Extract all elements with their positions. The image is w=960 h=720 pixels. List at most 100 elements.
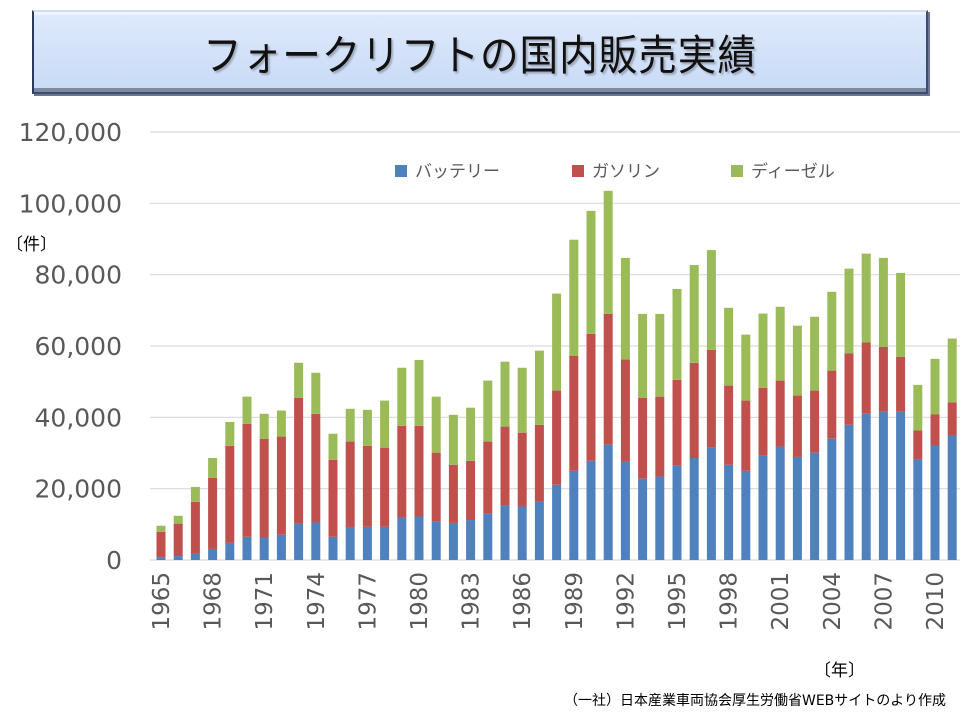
- bar-diesel-1980: [414, 359, 424, 426]
- bar-battery-2002: [792, 456, 802, 560]
- bar-gasoline-1992: [620, 359, 630, 462]
- y-tick-label: 0: [106, 546, 122, 575]
- bar-diesel-2006: [861, 253, 871, 343]
- bar-diesel-1994: [655, 313, 665, 397]
- bar-gasoline-1968: [208, 477, 218, 549]
- bar-battery-1993: [638, 478, 648, 560]
- bar-diesel-1972: [276, 410, 286, 437]
- bar-battery-2008: [896, 411, 906, 560]
- x-tick-label: 1995: [665, 572, 691, 631]
- bar-gasoline-2011: [947, 402, 957, 436]
- bar-diesel-1996: [689, 265, 699, 363]
- bar-battery-1999: [741, 470, 751, 560]
- bar-battery-2000: [758, 455, 768, 560]
- bar-gasoline-1980: [414, 425, 424, 517]
- bar-gasoline-1967: [190, 501, 200, 554]
- bar-diesel-2008: [896, 272, 906, 357]
- x-tick-label: 1992: [613, 572, 639, 631]
- bar-battery-2009: [913, 459, 923, 560]
- y-tick-label: 20,000: [35, 475, 122, 504]
- bar-gasoline-2009: [913, 430, 923, 460]
- y-tick-label: 80,000: [35, 261, 122, 290]
- bar-diesel-1982: [448, 414, 458, 465]
- bar-diesel-1983: [466, 407, 476, 461]
- bar-diesel-2007: [878, 257, 888, 347]
- x-tick-label: 2007: [871, 572, 897, 631]
- bar-battery-1973: [294, 523, 304, 560]
- bar-gasoline-1993: [638, 397, 648, 479]
- bar-battery-1984: [483, 513, 493, 560]
- bar-gasoline-2006: [861, 342, 871, 414]
- bar-diesel-1997: [706, 250, 716, 350]
- bar-battery-1971: [259, 537, 269, 560]
- bar-diesel-1985: [500, 361, 510, 427]
- legend-label-gasoline: ガソリン: [592, 162, 660, 182]
- bar-battery-1995: [672, 465, 682, 560]
- bar-battery-1992: [620, 461, 630, 560]
- bar-gasoline-1982: [448, 464, 458, 523]
- x-axis-unit-label: 〔年〕: [814, 661, 865, 681]
- y-axis-unit-label: 〔件〕: [6, 235, 57, 255]
- bar-gasoline-1995: [672, 379, 682, 466]
- bar-gasoline-2002: [792, 395, 802, 457]
- bar-diesel-1979: [397, 367, 407, 426]
- bar-battery-1977: [362, 526, 372, 560]
- bar-gasoline-2001: [775, 380, 785, 447]
- bar-diesel-1970: [242, 396, 252, 424]
- bar-diesel-2010: [930, 358, 940, 415]
- title-banner: フォークリフトの国内販売実績: [32, 10, 928, 94]
- bar-battery-1996: [689, 457, 699, 560]
- bar-diesel-1991: [603, 190, 613, 314]
- bar-gasoline-1965: [156, 531, 166, 558]
- legend-swatch-battery: [395, 165, 407, 177]
- bar-battery-2006: [861, 413, 871, 560]
- bar-diesel-1981: [431, 396, 441, 453]
- bar-gasoline-1981: [431, 452, 441, 522]
- bar-battery-1980: [414, 516, 424, 560]
- bar-diesel-1969: [225, 421, 235, 446]
- bar-gasoline-2000: [758, 387, 768, 456]
- bar-gasoline-2004: [827, 370, 837, 439]
- bar-battery-1970: [242, 536, 252, 560]
- y-tick-label: 60,000: [35, 332, 122, 361]
- bar-diesel-2011: [947, 338, 957, 403]
- bar-diesel-2000: [758, 313, 768, 388]
- bar-diesel-1977: [362, 409, 372, 446]
- legend-label-battery: バッテリー: [415, 162, 500, 182]
- bar-diesel-1973: [294, 362, 304, 398]
- bar-gasoline-2008: [896, 356, 906, 412]
- y-tick-label: 100,000: [19, 189, 122, 218]
- bar-diesel-1999: [741, 334, 751, 401]
- x-tick-label: 1983: [459, 572, 485, 631]
- bar-diesel-1965: [156, 525, 166, 532]
- bar-gasoline-2005: [844, 353, 854, 425]
- bar-battery-1968: [208, 548, 218, 560]
- x-tick-label: 1974: [304, 572, 330, 631]
- bar-diesel-1968: [208, 457, 218, 478]
- bar-gasoline-2003: [810, 390, 820, 453]
- bar-battery-1981: [431, 521, 441, 560]
- bar-gasoline-1969: [225, 445, 235, 543]
- bar-diesel-2009: [913, 384, 923, 431]
- legend-swatch-gasoline: [572, 165, 584, 177]
- bar-gasoline-1971: [259, 438, 269, 538]
- bar-battery-1983: [466, 520, 476, 560]
- bar-battery-1979: [397, 517, 407, 560]
- x-tick-label: 1971: [252, 572, 278, 631]
- bar-gasoline-1985: [500, 426, 510, 506]
- bar-battery-1969: [225, 542, 235, 560]
- x-tick-label: 1977: [355, 572, 381, 631]
- bar-gasoline-1979: [397, 425, 407, 518]
- bar-diesel-2002: [792, 325, 802, 396]
- bar-diesel-1986: [517, 367, 527, 433]
- bar-battery-2011: [947, 435, 957, 560]
- bar-battery-2010: [930, 445, 940, 560]
- bar-gasoline-1966: [173, 523, 183, 557]
- bar-gasoline-2007: [878, 346, 888, 412]
- bar-diesel-2005: [844, 268, 854, 354]
- bar-gasoline-2010: [930, 414, 940, 446]
- bar-gasoline-1999: [741, 400, 751, 471]
- bar-battery-1974: [311, 522, 321, 560]
- bar-battery-2003: [810, 452, 820, 560]
